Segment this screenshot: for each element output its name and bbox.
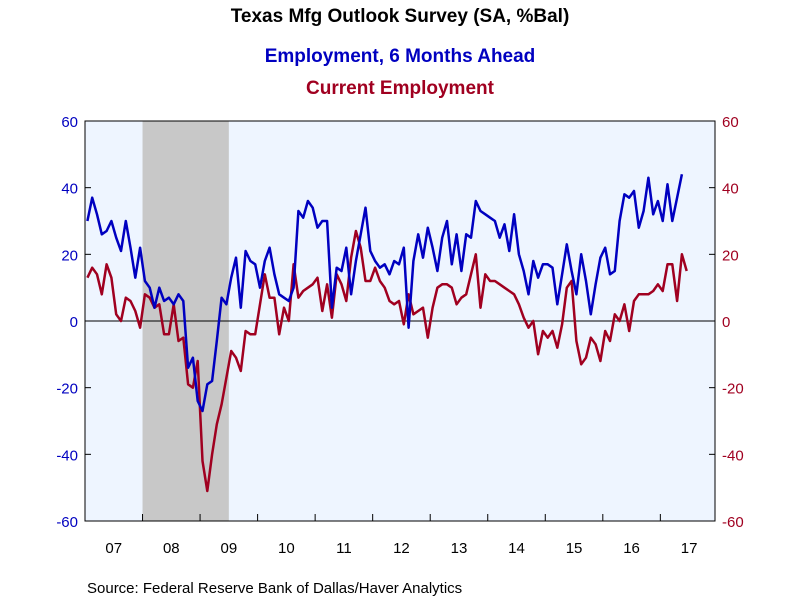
x-tick-label: 08: [163, 540, 180, 557]
y-tick-label-left: 0: [70, 314, 78, 331]
legend-employment-6m-ahead: Employment, 6 Months Ahead: [265, 46, 536, 67]
y-tick-label-left: -40: [56, 447, 78, 464]
x-tick-label: 17: [681, 540, 698, 557]
plot-frame: [84, 120, 716, 522]
y-tick-label-left: 40: [61, 181, 78, 198]
x-tick-label: 14: [508, 540, 525, 557]
x-tick-label: 07: [105, 540, 122, 557]
source-note: Source: Federal Reserve Bank of Dallas/H…: [87, 580, 462, 597]
y-tick-label-right: 20: [722, 247, 739, 264]
x-tick-label: 11: [336, 540, 352, 557]
y-tick-label-right: 40: [722, 181, 739, 198]
x-tick-label: 10: [278, 540, 295, 557]
y-tick-label-left: -20: [56, 381, 78, 398]
chart-title: Texas Mfg Outlook Survey (SA, %Bal): [231, 6, 570, 27]
y-tick-label-left: 20: [61, 247, 78, 264]
axis-ticks: [84, 120, 715, 522]
y-tick-label-right: -40: [722, 447, 744, 464]
x-tick-label: 09: [220, 540, 237, 557]
x-tick-label: 13: [451, 540, 468, 557]
series-layer: [86, 174, 688, 493]
x-axis-labels: 07 08 09 10 11 12 13 14 15 16 17: [105, 540, 697, 557]
x-tick-label: 12: [393, 540, 410, 557]
x-tick-label: 16: [623, 540, 640, 557]
y-tick-label-right: 0: [722, 314, 730, 331]
y-tick-label-right: -60: [722, 514, 744, 531]
left-axis-labels: 60 40 20 0 -20 -40 -60: [56, 114, 78, 531]
employment-6-months-ahead-line: [86, 174, 684, 413]
y-tick-label-right: 60: [722, 114, 739, 131]
y-tick-label-left: -60: [56, 514, 78, 531]
legend-current-employment: Current Employment: [306, 78, 495, 99]
current-employment-line: [86, 229, 688, 493]
y-tick-label-right: -20: [722, 381, 744, 398]
y-tick-label-left: 60: [61, 114, 78, 131]
x-tick-label: 15: [566, 540, 583, 557]
right-axis-labels: 60 40 20 0 -20 -40 -60: [722, 114, 744, 531]
